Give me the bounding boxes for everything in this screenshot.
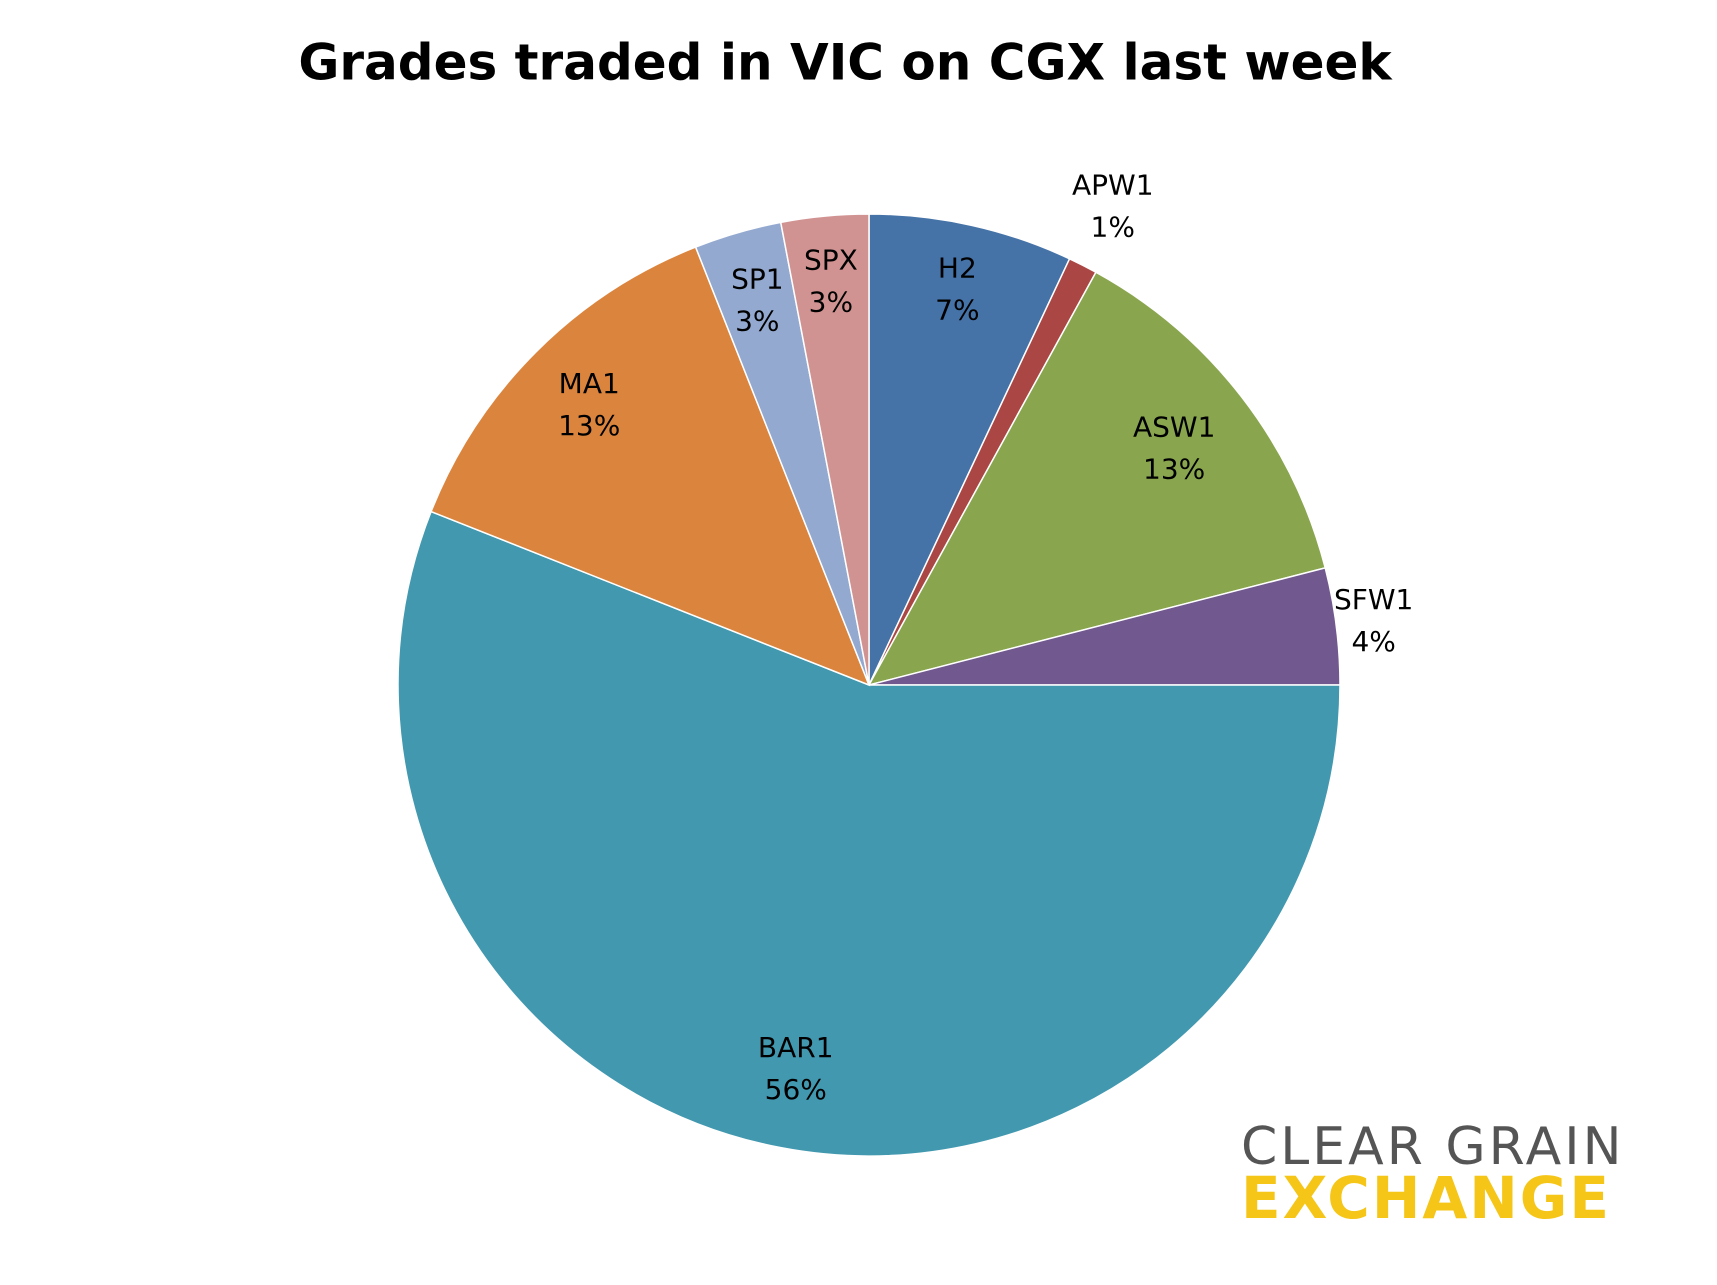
pie-slice xyxy=(868,213,1071,686)
logo-line2: EXCHANGE xyxy=(1241,1164,1611,1232)
slice-value-label: 56% xyxy=(765,1073,827,1106)
slice-value-label: 1% xyxy=(1091,211,1135,244)
slice-value-label: 4% xyxy=(1351,625,1395,658)
chart-title: Grades traded in VIC on CGX last week xyxy=(298,34,1393,92)
pie xyxy=(397,213,1341,1157)
pie-slice xyxy=(430,246,871,687)
slice-label: SPX xyxy=(804,244,858,277)
pie-slice xyxy=(397,510,1341,1157)
slice-value-label: 7% xyxy=(935,294,979,327)
slice-label: ASW1 xyxy=(1133,410,1215,443)
labels: H2 7% APW1 1% ASW1 13% SFW1 4% BAR1 56% MA1 13% SP1 3… xyxy=(558,169,1413,1106)
pie-slice xyxy=(867,271,1327,687)
slice-label: SP1 xyxy=(731,263,783,296)
pie-slice xyxy=(779,213,870,686)
slice-value-label: 13% xyxy=(558,409,620,442)
slice-label: H2 xyxy=(938,252,977,285)
slice-label: MA1 xyxy=(559,367,620,400)
slice-label: BAR1 xyxy=(758,1031,834,1064)
slice-value-label: 3% xyxy=(809,286,853,319)
slice-value-label: 3% xyxy=(735,305,779,338)
slice-value-label: 13% xyxy=(1143,452,1205,485)
logo-line1: CLEAR GRAIN xyxy=(1241,1117,1625,1177)
slice-label: SFW1 xyxy=(1334,583,1413,616)
slice-label: APW1 xyxy=(1072,169,1154,202)
